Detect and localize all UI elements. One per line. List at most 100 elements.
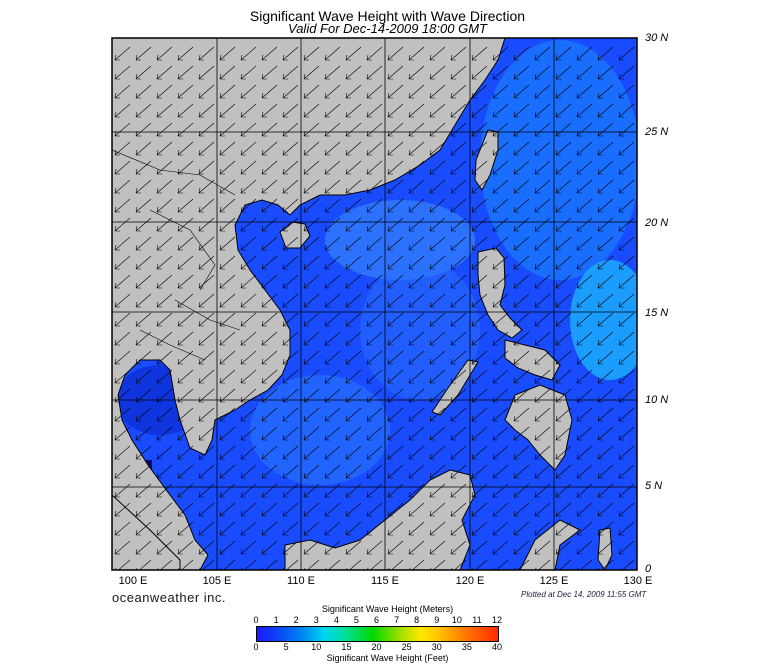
wave-arrow (240, 369, 257, 384)
wave-arrow (303, 274, 320, 289)
wave-arrow (156, 160, 173, 175)
wave-arrow (114, 236, 131, 251)
lat-label: 20 N (645, 217, 669, 229)
wave-arrow (555, 141, 572, 156)
wave-arrow (513, 502, 530, 517)
wave-arrow (597, 350, 614, 365)
wave-arrow (513, 293, 530, 308)
wave-arrow (471, 369, 488, 384)
wave-arrow (198, 502, 215, 517)
wave-direction-arrows (114, 46, 635, 570)
wave-arrow (219, 483, 236, 498)
wave-arrow (282, 445, 299, 460)
wave-arrow (282, 160, 299, 175)
wave-arrow (345, 84, 362, 99)
wave-arrow (597, 407, 614, 422)
wave-arrow (597, 198, 614, 213)
wave-arrow (577, 559, 593, 570)
wave-arrow (618, 502, 635, 517)
wave-arrow (177, 217, 194, 232)
wave-arrow (534, 179, 551, 194)
wave-arrow (324, 255, 341, 270)
wave-arrow (387, 198, 404, 213)
wave-arrow (366, 46, 383, 61)
wave-arrow (429, 179, 446, 194)
wave-arrow (303, 84, 320, 99)
wave-arrow (471, 46, 488, 61)
wave-arrow (114, 540, 131, 555)
wave-arrow (282, 331, 299, 346)
wave-arrow (513, 369, 530, 384)
wave-arrow (261, 160, 278, 175)
wave-arrow (366, 521, 383, 536)
wave-arrow (366, 464, 383, 479)
wave-arrow (492, 103, 509, 118)
wave-arrow (597, 103, 614, 118)
wave-arrow (387, 350, 404, 365)
wave-arrow (135, 141, 152, 156)
wave-arrow (408, 369, 425, 384)
wave-arrow (534, 293, 551, 308)
wave-arrow (219, 198, 236, 213)
colorbar-feet-tick: 35 (461, 642, 472, 652)
wave-arrow (450, 407, 467, 422)
wave-arrow (555, 350, 572, 365)
wave-arrow (534, 540, 551, 555)
wave-arrow (177, 540, 194, 555)
wave-arrow (240, 483, 257, 498)
wave-height-colorbar (256, 626, 499, 642)
wave-arrow (618, 46, 635, 61)
wave-arrow (198, 293, 215, 308)
wave-arrow (618, 464, 635, 479)
wave-arrow (513, 103, 530, 118)
wave-arrow (471, 407, 488, 422)
wave-arrow (555, 540, 572, 555)
wave-arrow (597, 426, 614, 441)
wave-arrow (408, 179, 425, 194)
wave-arrow (219, 84, 236, 99)
wave-arrow (555, 293, 572, 308)
wave-arrow (534, 483, 551, 498)
wave-arrow (261, 445, 278, 460)
wave-arrow (387, 540, 404, 555)
wave-arrow (219, 65, 236, 80)
colorbar-feet-tick: 20 (371, 642, 382, 652)
wave-arrow (408, 103, 425, 118)
wave-arrow (303, 312, 320, 327)
wave-arrow (198, 160, 215, 175)
wave-arrow (240, 426, 257, 441)
wave-arrow (429, 65, 446, 80)
wave-arrow (345, 502, 362, 517)
wave-arrow (135, 502, 152, 517)
wave-arrow (324, 445, 341, 460)
lat-label: 0 (645, 563, 652, 575)
wave-arrow (177, 198, 194, 213)
wave-arrow (618, 255, 635, 270)
wave-patch (360, 260, 480, 400)
wave-arrow (114, 179, 131, 194)
wave-arrow (156, 103, 173, 118)
wave-arrow (408, 445, 425, 460)
wave-arrow (261, 65, 278, 80)
wave-arrow (177, 236, 194, 251)
wave-arrow (240, 521, 257, 536)
wave-arrow (282, 464, 299, 479)
wave-arrow (366, 274, 383, 289)
wave-arrow (135, 312, 152, 327)
wave-arrow (514, 559, 530, 570)
wave-arrow (408, 426, 425, 441)
wave-arrow (429, 103, 446, 118)
wave-arrow (156, 217, 173, 232)
wave-arrow (114, 407, 131, 422)
wave-arrow (282, 350, 299, 365)
wave-arrow (324, 236, 341, 251)
wave-arrow (177, 312, 194, 327)
wave-arrow (555, 160, 572, 175)
wave-arrow (324, 502, 341, 517)
wave-arrow (345, 369, 362, 384)
wave-arrow (198, 464, 215, 479)
colorbar-meters-tick: 7 (394, 615, 400, 625)
wave-arrow (471, 445, 488, 460)
wave-arrow (135, 255, 152, 270)
